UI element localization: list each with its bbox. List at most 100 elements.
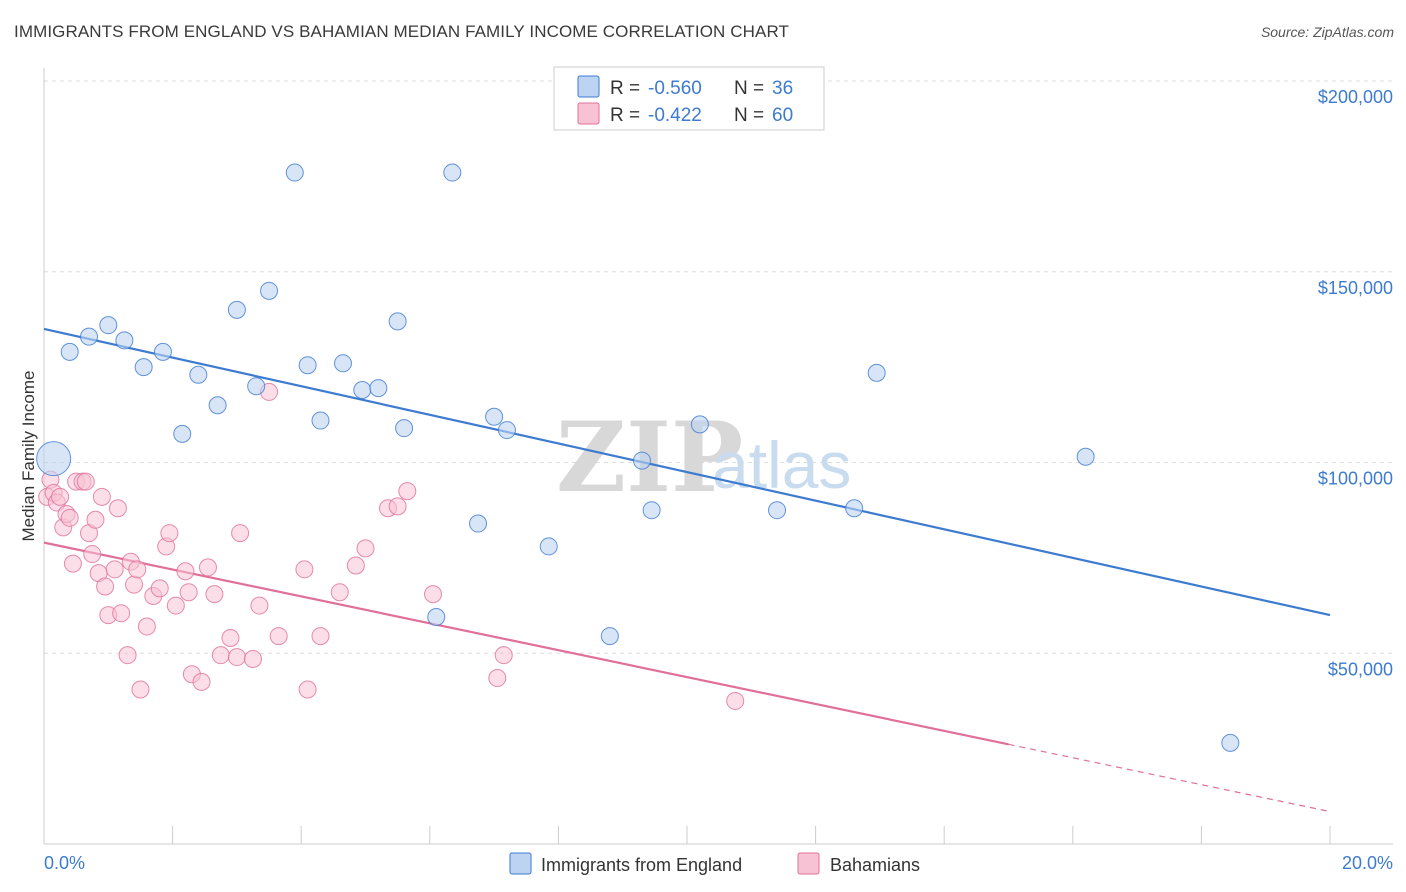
trend-line-bahamians <box>43 541 1009 746</box>
bahamians-point-49 <box>311 627 330 646</box>
legend-n-label-england: N = <box>734 78 764 99</box>
bahamians-point-34 <box>179 583 198 602</box>
y-tick-label-200000: $200,000 <box>1318 87 1393 107</box>
bahamians-point-25 <box>128 560 147 579</box>
bahamians-point-19 <box>105 560 124 579</box>
bottom-legend-label-bahamians: Bahamians <box>830 855 920 875</box>
england-point-32 <box>845 499 864 518</box>
trend-line-england <box>43 327 1331 617</box>
england-point-22 <box>443 163 462 182</box>
bahamians-point-57 <box>488 669 507 688</box>
bahamians-point-29 <box>150 579 169 598</box>
bahamians-point-13 <box>83 545 102 564</box>
bahamians-point-24 <box>125 575 144 594</box>
bahamians-point-4 <box>51 487 70 506</box>
bahamians-point-41 <box>227 648 246 667</box>
england-point-5 <box>134 358 153 377</box>
bahamians-point-59 <box>726 691 745 710</box>
england-point-34 <box>1076 447 1095 466</box>
england-points <box>36 163 1240 752</box>
y-axis-label: Median Family Income <box>19 370 38 541</box>
england-point-3 <box>99 316 118 335</box>
bahamians-point-27 <box>137 617 156 636</box>
england-point-13 <box>285 163 304 182</box>
england-point-20 <box>395 419 414 438</box>
legend-r-label-bahamians: R = <box>610 105 640 126</box>
bahamians-point-56 <box>424 585 443 604</box>
bahamians-point-46 <box>269 627 288 646</box>
bahamians-points <box>38 382 745 710</box>
x-ticks <box>43 826 1331 844</box>
legend-swatch-bahamians <box>577 102 600 125</box>
bahamians-point-51 <box>346 556 365 575</box>
bahamians-point-55 <box>398 482 417 501</box>
bahamians-point-38 <box>205 585 224 604</box>
bahamians-point-36 <box>192 672 211 691</box>
series-legend: Immigrants from England Bahamians <box>509 852 920 875</box>
bahamians-point-52 <box>356 539 375 558</box>
legend-r-label-england: R = <box>610 78 640 99</box>
england-point-23 <box>469 514 488 533</box>
bahamians-point-16 <box>92 487 111 506</box>
bahamians-point-40 <box>221 628 240 647</box>
bahamians-point-50 <box>330 583 349 602</box>
legend-n-value-bahamians: 60 <box>772 105 793 126</box>
england-point-33 <box>867 363 886 382</box>
bahamians-point-39 <box>211 646 230 665</box>
bahamians-point-17 <box>96 577 115 596</box>
trend-lines <box>43 327 1331 813</box>
bahamians-point-7 <box>60 508 79 527</box>
england-point-21 <box>427 608 446 627</box>
y-tick-label-100000: $100,000 <box>1318 469 1393 489</box>
england-point-8 <box>189 365 208 384</box>
trend-line-dashed-bahamians <box>1008 743 1331 813</box>
bottom-legend-swatch-england <box>509 852 532 875</box>
england-point-15 <box>311 411 330 430</box>
bahamians-point-21 <box>112 604 131 623</box>
bahamians-point-43 <box>243 649 262 668</box>
england-point-12 <box>260 281 279 300</box>
correlation-legend: R = -0.560 N = 36 R = -0.422 N = 60 <box>553 66 825 131</box>
england-point-11 <box>247 377 266 396</box>
legend-r-value-england: -0.560 <box>648 78 702 99</box>
legend-r-value-bahamians: -0.422 <box>648 105 702 126</box>
england-point-18 <box>369 379 388 398</box>
y-tick-labels: $50,000 $100,000 $150,000 $200,000 <box>1318 87 1393 679</box>
bahamians-point-8 <box>63 554 82 573</box>
bottom-legend-swatch-bahamians <box>797 852 820 875</box>
england-point-31 <box>768 501 787 520</box>
bahamians-point-42 <box>231 524 250 543</box>
bahamians-point-37 <box>198 558 217 577</box>
england-point-35 <box>1221 733 1240 752</box>
bahamians-point-44 <box>250 596 269 615</box>
england-point-19 <box>388 312 407 331</box>
england-point-29 <box>642 501 661 520</box>
source-label: Source: ZipAtlas.com <box>1260 24 1394 40</box>
bahamians-point-32 <box>166 596 185 615</box>
bahamians-point-54 <box>388 497 407 516</box>
england-point-25 <box>497 421 516 440</box>
bahamians-point-47 <box>295 560 314 579</box>
bahamians-point-58 <box>494 646 513 665</box>
england-point-10 <box>227 300 246 319</box>
england-point-30 <box>690 415 709 434</box>
england-point-24 <box>485 407 504 426</box>
england-point-4 <box>115 331 134 350</box>
watermark: ZIP atlas <box>556 401 851 514</box>
england-point-6 <box>153 342 172 361</box>
watermark-atlas: atlas <box>712 428 851 502</box>
bottom-legend-label-england: Immigrants from England <box>541 855 742 875</box>
chart-title: IMMIGRANTS FROM ENGLAND VS BAHAMIAN MEDI… <box>14 22 790 41</box>
bahamians-point-31 <box>160 524 179 543</box>
england-point-26 <box>539 537 558 556</box>
england-point-9 <box>208 396 227 415</box>
england-point-1 <box>60 342 79 361</box>
bahamians-point-33 <box>176 562 195 581</box>
bahamians-point-22 <box>118 646 137 665</box>
bahamians-point-20 <box>108 499 127 518</box>
legend-n-label-bahamians: N = <box>734 105 764 126</box>
bahamians-point-14 <box>86 510 105 529</box>
bahamians-point-26 <box>131 680 150 699</box>
x-tick-label-max: 20.0% <box>1342 853 1393 873</box>
